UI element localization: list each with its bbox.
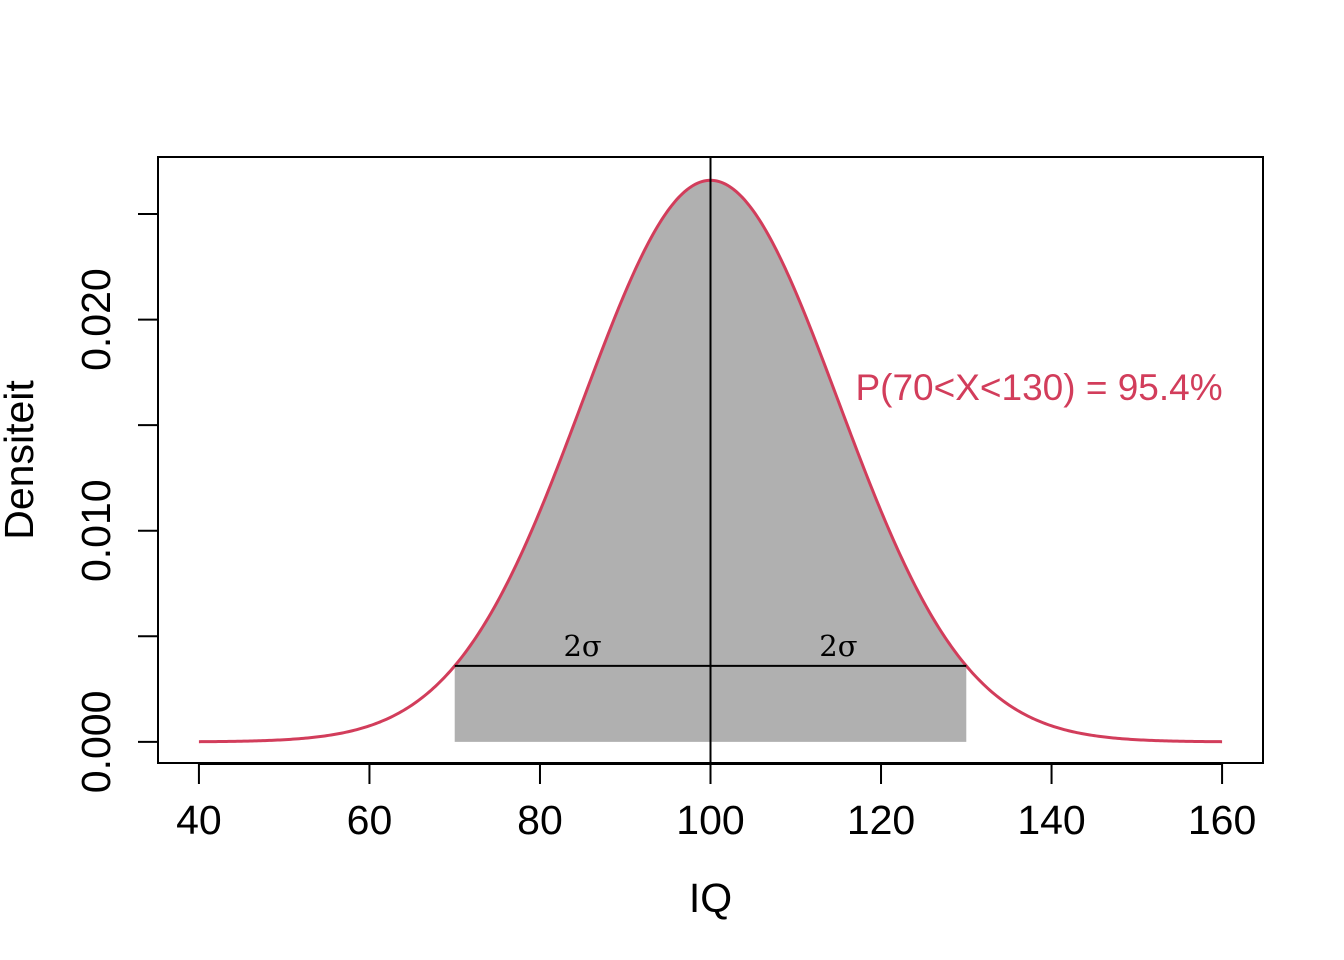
sigma-segments: 2σ 2σ: [454, 629, 967, 667]
sigma-label-2: 2σ: [819, 629, 857, 663]
x-tick-label-120: 120: [847, 797, 915, 843]
x-tick-label-100: 100: [676, 797, 744, 843]
x-axis: 40 60 80 100 120 140 160: [176, 763, 1256, 843]
x-tick-label-140: 140: [1017, 797, 1085, 843]
x-tick-label-60: 60: [347, 797, 393, 843]
x-tick-label-80: 80: [517, 797, 563, 843]
sigma-label-1: 2σ: [563, 629, 601, 663]
plot-area: 2σ 2σ: [198, 157, 1223, 763]
probability-annotation: P(70<X<130) = 95.4%: [855, 367, 1222, 408]
x-tick-label-160: 160: [1188, 797, 1256, 843]
y-axis: 0.000 0.010 0.020: [73, 213, 159, 794]
y-axis-title: Densiteit: [0, 380, 42, 540]
x-tick-label-40: 40: [176, 797, 222, 843]
x-axis-title: IQ: [689, 875, 732, 921]
y-tick-label-2: 0.010: [73, 479, 119, 582]
y-tick-label-4: 0.020: [73, 268, 119, 371]
y-tick-label-0: 0.000: [73, 691, 119, 794]
